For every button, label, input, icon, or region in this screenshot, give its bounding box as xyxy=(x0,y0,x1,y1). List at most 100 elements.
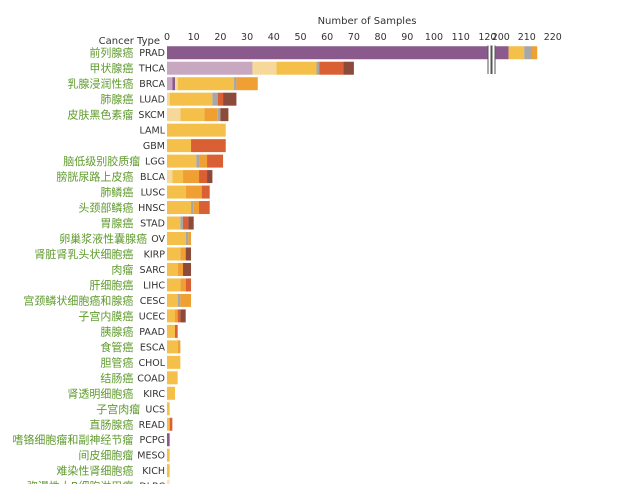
cancer-abbreviation: BRCA xyxy=(139,79,165,90)
bar-stack-blca xyxy=(167,170,213,184)
bar-segment xyxy=(199,201,210,215)
cancer-chinese-name: 前列腺癌 xyxy=(89,46,133,60)
bar-stack-dlbc xyxy=(167,479,170,484)
bar-segment xyxy=(167,108,181,122)
cancer-abbreviation: HNSC xyxy=(138,203,165,214)
axis-break-marks xyxy=(487,45,496,74)
bar-segment xyxy=(167,247,181,261)
cancer-chinese-name: 头颈部鳞癌 xyxy=(78,201,133,215)
cancer-abbreviation: STAD xyxy=(140,219,165,230)
bar-stack-read xyxy=(167,417,173,431)
cancer-abbreviation: GBM xyxy=(143,141,165,152)
bar-segment xyxy=(220,108,229,122)
bar-stack-meso xyxy=(167,448,170,462)
bar-segment xyxy=(524,46,532,60)
x-tick-label: 210 xyxy=(518,32,536,43)
x-tick-label: 80 xyxy=(375,32,387,43)
cancer-chinese-name: 甲状腺癌 xyxy=(89,61,133,75)
cancer-chinese-name: 肺鳞癌 xyxy=(100,185,133,199)
cancer-abbreviation: SARC xyxy=(140,265,166,276)
cancer-chinese-name: 子宫肉瘤 xyxy=(96,402,140,416)
bar-segment xyxy=(169,92,213,106)
bar-segment xyxy=(183,216,189,230)
bar-segment xyxy=(167,355,181,369)
bar-segment xyxy=(201,185,210,199)
bar-segment xyxy=(185,232,189,245)
bar-segment xyxy=(172,77,176,91)
x-tick-label: 200 xyxy=(492,32,510,43)
bar-stack-kirp xyxy=(167,247,192,261)
cancer-chinese-name: 宫颈鳞状细胞癌和腺癌 xyxy=(23,293,133,307)
bar-stack-esca xyxy=(167,340,181,354)
cancer-abbreviation: PRAD xyxy=(139,48,165,59)
cancer-abbreviation: READ xyxy=(139,420,165,431)
cancer-chinese-name: 肾透明细胞癌 xyxy=(67,386,133,400)
cancer-chinese-name: 嗜铬细胞瘤和副神经节瘤 xyxy=(12,433,133,447)
cancer-abbreviation: CESC xyxy=(140,296,166,307)
x-tick-label: 50 xyxy=(294,32,306,43)
cancer-chinese-name: 肺腺癌 xyxy=(100,92,133,106)
bar-segment xyxy=(167,139,192,153)
cancer-chinese-name: 胰腺癌 xyxy=(100,324,133,338)
bar-segment xyxy=(167,185,186,199)
bar-stack-cesc xyxy=(167,293,192,307)
bar-segment xyxy=(175,77,178,91)
bar-segment xyxy=(180,247,186,261)
bar-segment xyxy=(167,154,197,168)
bar-segment xyxy=(183,262,192,276)
cancer-abbreviation: LGG xyxy=(145,157,165,168)
bar-stack-ucs xyxy=(167,402,170,416)
cancer-chinese-name: 肾脏肾乳头状细胞癌 xyxy=(34,247,133,261)
bar-segment xyxy=(207,170,213,184)
bar-stack-thca xyxy=(167,61,354,75)
x-tick-label: 100 xyxy=(425,32,443,43)
cancer-chinese-name: 直肠腺癌 xyxy=(89,417,133,431)
bar-segment xyxy=(167,216,181,230)
cancer-abbreviation: ESCA xyxy=(140,342,166,353)
bar-stack-lgg xyxy=(167,154,224,168)
bar-segment xyxy=(180,309,186,323)
bar-stack-kich xyxy=(167,464,170,478)
cancer-chinese-name: 肝细胞癌 xyxy=(89,278,133,292)
bar-segment xyxy=(236,77,258,91)
bar-segment xyxy=(193,201,200,215)
bar-segment xyxy=(167,371,178,385)
bar-segment xyxy=(167,201,192,215)
bar-segment xyxy=(191,139,226,153)
cancer-chinese-name: 食管癌 xyxy=(100,340,133,354)
bar-segment xyxy=(167,232,186,245)
bar-segment xyxy=(177,293,181,307)
bar-stack-ucec xyxy=(167,309,186,323)
bar-segment xyxy=(167,479,170,484)
bar-segment xyxy=(167,61,253,75)
cancer-abbreviation: MESO xyxy=(137,451,165,462)
cancer-abbreviation: UCS xyxy=(145,404,165,415)
bar-segment xyxy=(167,92,170,106)
bar-segment xyxy=(175,309,178,323)
bar-segment xyxy=(167,386,176,400)
cancer-abbreviation: PAAD xyxy=(139,327,165,338)
bar-stack-kirc xyxy=(167,386,176,400)
bar-segment xyxy=(167,402,170,416)
bar-stack-paad xyxy=(167,324,178,338)
bar-stack-skcm xyxy=(167,108,229,122)
bar-segment xyxy=(532,46,538,60)
bar-segment xyxy=(167,309,176,323)
bar-segment xyxy=(204,108,218,122)
bar-stack-ov xyxy=(167,232,192,245)
bar-segment xyxy=(167,123,226,137)
cancer-chinese-name: 肉瘤 xyxy=(111,262,133,276)
bar-stack-chol xyxy=(167,355,181,369)
cancer-chinese-name: 乳腺浸润性癌 xyxy=(67,77,133,91)
axis-break-gap xyxy=(488,45,491,74)
bar-segment xyxy=(233,77,237,91)
bar-stack-brca xyxy=(167,77,258,91)
bar-segment xyxy=(167,262,178,276)
cancer-abbreviation: KIRC xyxy=(143,389,165,400)
bar-segment xyxy=(212,92,218,106)
bar-segment xyxy=(167,433,170,447)
bar-segment xyxy=(199,170,208,184)
cancer-chinese-name: 间皮细胞瘤 xyxy=(78,448,133,462)
